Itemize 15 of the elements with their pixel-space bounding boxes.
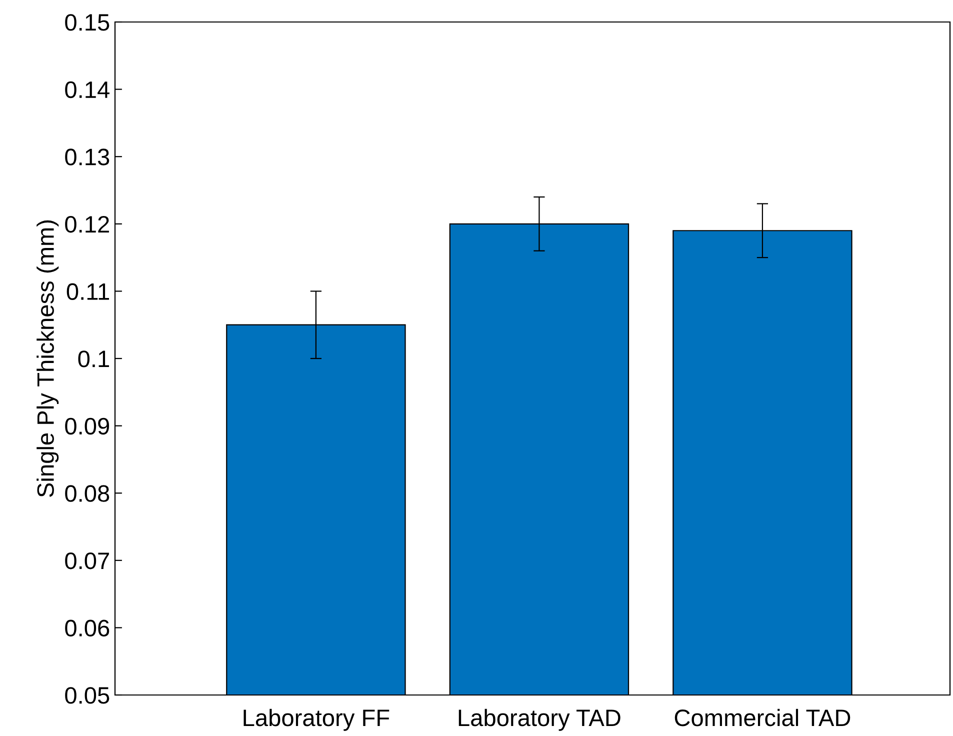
x-tick-label: Commercial TAD: [674, 708, 850, 726]
y-tick-label: 0.11: [66, 283, 109, 300]
y-tick-label: 0.15: [65, 14, 110, 31]
x-tick-label: Laboratory FF: [244, 708, 390, 731]
y-tick-label: 0.14: [65, 81, 110, 98]
y-tick-label: 0.08: [65, 485, 110, 502]
y-tick-label: 0.09: [65, 418, 110, 435]
y-tick-label: 0.13: [65, 148, 110, 166]
y-tick-label: 0.12: [65, 216, 109, 233]
y-tick-label: 0.05: [65, 687, 110, 704]
y-tick-label: 0.1: [78, 350, 109, 368]
x-tick-label: Laboratory TAD: [458, 708, 620, 731]
y-axis-title: Single Ply Thickness (mm): [36, 220, 59, 497]
y-tick-label: 0.06: [65, 620, 110, 636]
y-tick-label: 0.07: [65, 552, 109, 570]
